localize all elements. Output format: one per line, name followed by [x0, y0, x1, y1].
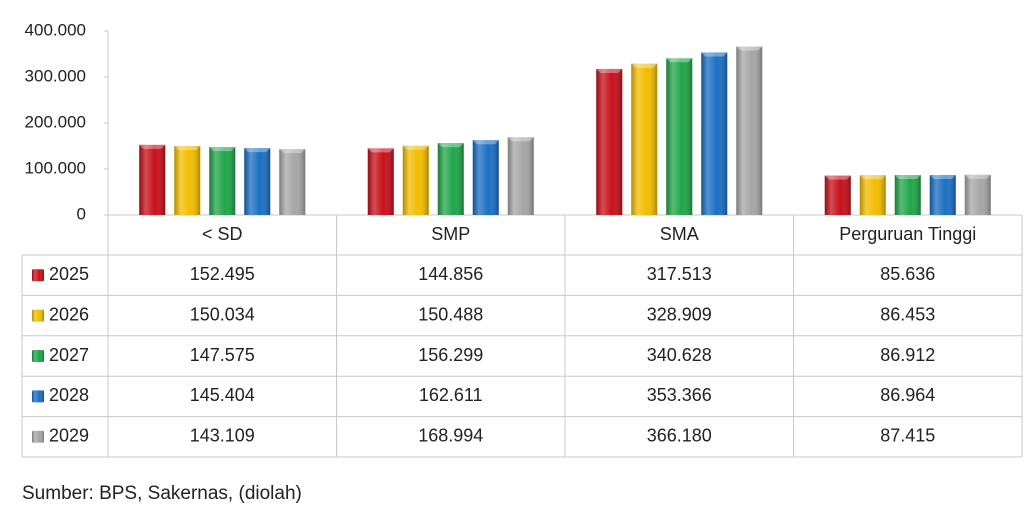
bar-shine: [244, 148, 271, 215]
bar-shine: [596, 68, 623, 215]
bar-top: [472, 140, 499, 145]
bar-shine: [279, 149, 306, 215]
bar-top: [964, 174, 991, 179]
table-value: 86.964: [880, 385, 935, 405]
legend-label: 2028: [49, 385, 89, 405]
bar-top: [139, 144, 166, 149]
y-tick-label: 300.000: [25, 66, 86, 85]
legend-label: 2029: [49, 426, 89, 446]
bar-top: [929, 174, 956, 179]
y-tick-label: 400.000: [25, 20, 86, 39]
bar-top: [174, 145, 201, 150]
x-category-label: SMA: [660, 224, 699, 244]
bar-top: [437, 143, 464, 148]
bar-shine: [631, 63, 658, 215]
table-value: 86.453: [880, 304, 935, 324]
table-value: 340.628: [647, 345, 712, 365]
legend-swatch-shine: [32, 309, 44, 322]
legend-swatch-shine: [32, 269, 44, 282]
x-category-label: SMP: [431, 224, 470, 244]
bar-top: [279, 149, 306, 154]
table-value: 86.912: [880, 345, 935, 365]
bar-shine: [824, 175, 851, 215]
bar-shine: [402, 145, 429, 215]
x-category-label: < SD: [202, 224, 243, 244]
bar-shine: [964, 174, 991, 215]
bar-top: [701, 52, 728, 57]
legend-swatch-shine: [32, 350, 44, 362]
bar-shine: [139, 144, 166, 215]
table-value: 150.034: [190, 304, 255, 324]
bar-shine: [929, 174, 956, 215]
table-value: 353.366: [647, 385, 712, 405]
bar-top: [666, 58, 693, 63]
x-category-label: Perguruan Tinggi: [839, 224, 976, 244]
y-tick-label: 200.000: [25, 112, 86, 131]
table-value: 150.488: [418, 304, 483, 324]
bar-top: [859, 175, 886, 180]
bar-shine: [701, 52, 728, 215]
bar-top: [244, 148, 271, 153]
bar-shine: [507, 137, 534, 215]
table-value: 87.415: [880, 426, 935, 446]
bar-top: [736, 46, 763, 51]
bar-shine: [367, 148, 394, 215]
table-value: 143.109: [190, 426, 255, 446]
table-value: 145.404: [190, 385, 255, 405]
bar-shine: [472, 140, 499, 215]
table-value: 147.575: [190, 345, 255, 365]
bar-shine: [736, 46, 763, 215]
bar-top: [402, 145, 429, 150]
bar-top: [209, 147, 236, 152]
legend-label: 2025: [49, 264, 89, 284]
table-value: 156.299: [418, 345, 483, 365]
legend-swatch-shine: [32, 430, 44, 443]
bar-shine: [859, 175, 886, 215]
y-tick-label: 0: [77, 204, 86, 223]
legend-label: 2027: [49, 345, 89, 365]
y-tick-label: 100.000: [25, 158, 86, 177]
bar-top: [507, 137, 534, 142]
bar-top: [367, 148, 394, 153]
bar-top: [596, 68, 623, 73]
table-value: 328.909: [647, 304, 712, 324]
bar-shine: [174, 145, 201, 215]
legend-swatch-shine: [32, 390, 44, 403]
bar-shine: [666, 58, 693, 215]
bar-shine: [209, 147, 236, 215]
bar-top: [631, 63, 658, 68]
table-value: 85.636: [880, 264, 935, 284]
bar-top: [824, 175, 851, 180]
bar-top: [894, 175, 921, 180]
bar-shine: [437, 143, 464, 215]
table-value: 168.994: [418, 426, 483, 446]
table-value: 162.611: [419, 385, 483, 405]
table-value: 152.495: [190, 264, 255, 284]
source-note: Sumber: BPS, Sakernas, (diolah): [22, 483, 302, 504]
table-value: 366.180: [647, 426, 712, 446]
bar-shine: [894, 175, 921, 215]
table-value: 144.856: [418, 264, 483, 284]
table-value: 317.513: [647, 264, 712, 284]
legend-label: 2026: [49, 304, 89, 324]
